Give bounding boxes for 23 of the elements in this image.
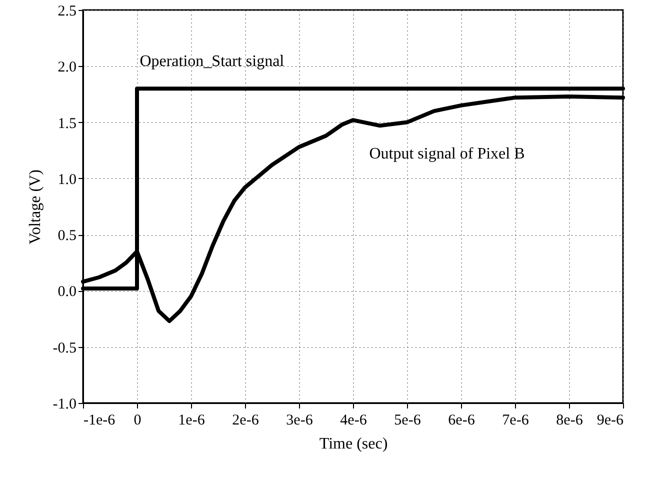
y-tick-label: -1.0 [52,396,76,412]
x-tick-label: 6e-6 [448,412,476,428]
x-tick-label: 8e-6 [556,412,584,428]
x-tick-label: 2e-6 [232,412,260,428]
x-tick-label: -1e-6 [84,412,116,428]
y-tick-label: 1.0 [58,172,76,188]
y-tick-label: 0.0 [58,284,76,300]
x-tick-label: 0 [134,412,142,428]
x-tick-label: 3e-6 [286,412,314,428]
x-tick-label: 9e-6 [596,412,624,428]
y-tick-label: -0.5 [52,340,76,356]
y-tick-label: 2.5 [58,4,76,20]
y-axis-title: Voltage (V) [26,170,44,244]
series-label: Operation_Start signal [140,53,285,70]
series-label: Output signal of Pixel B [369,145,525,162]
x-tick-label: 5e-6 [394,412,422,428]
y-tick-label: 2.0 [58,60,76,76]
x-tick-label: 1e-6 [178,412,206,428]
y-tick-label: 0.5 [58,228,76,244]
x-tick-label: 7e-6 [502,412,530,428]
x-axis-title: Time (sec) [319,436,388,452]
x-tick-label: 4e-6 [340,412,368,428]
y-tick-label: 1.5 [58,116,76,132]
